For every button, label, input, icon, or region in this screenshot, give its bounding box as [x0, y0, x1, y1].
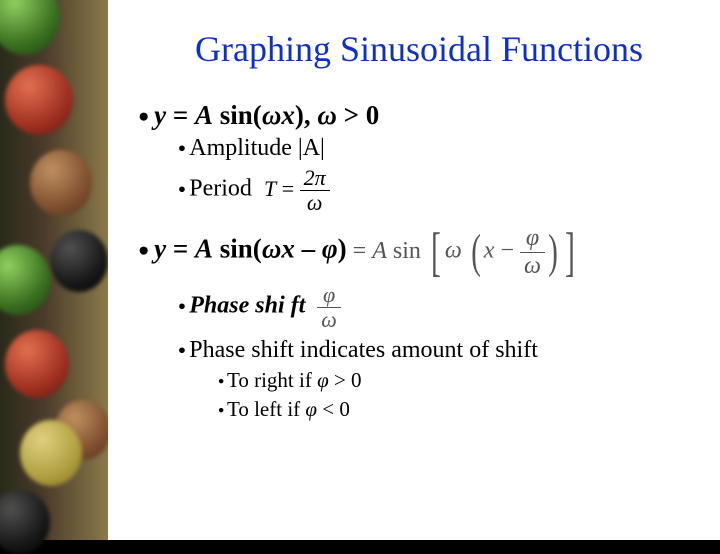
- list-item-lvl2: Amplitude |A|: [178, 135, 700, 162]
- bead: [0, 245, 51, 315]
- equation-text: y = A sin(ωx – φ): [154, 234, 347, 264]
- decorative-abacus-image: [0, 0, 108, 540]
- list-item-lvl1: y = A sin(ωx – φ) = A sin [ω (x − φω)] Ph…: [138, 225, 700, 421]
- bullet-text: To right if φ > 0: [227, 368, 362, 392]
- list-item-lvl2: Period T = 2πω: [178, 166, 700, 215]
- list-item-lvl2: Phase shift indicates amount of shift To …: [178, 337, 700, 422]
- bead: [30, 150, 92, 216]
- bead: [5, 65, 73, 135]
- fraction-numerator: φ: [317, 283, 341, 308]
- sublist: Amplitude |A| Period T = 2πω: [178, 135, 700, 215]
- list-item-lvl3: To right if φ > 0: [218, 368, 700, 393]
- list-item-lvl2: Phase shi ft φω: [178, 283, 700, 332]
- equation-expansion: = A sin [ω (x − φω)]: [347, 238, 579, 264]
- fraction-denominator: ω: [300, 191, 330, 215]
- fraction-numerator: 2π: [300, 166, 330, 191]
- sublist: Phase shi ft φω Phase shift indicates amo…: [178, 283, 700, 421]
- bead: [0, 490, 50, 554]
- bullet-text: Amplitude |A|: [189, 135, 325, 161]
- fraction-denominator: ω: [317, 308, 341, 332]
- fraction: φω: [317, 283, 341, 332]
- list-item-lvl3: To left if φ < 0: [218, 397, 700, 422]
- fraction: 2πω: [300, 166, 330, 215]
- equation-text: y = A sin(ωx), ω > 0: [154, 100, 379, 130]
- bead: [50, 230, 108, 292]
- bullet-text: Period: [189, 176, 252, 202]
- subsublist: To right if φ > 0 To left if φ < 0: [218, 368, 700, 422]
- bullet-text: Phase shift indicates amount of shift: [189, 337, 538, 363]
- bullet-text: Phase shi ft: [189, 293, 305, 319]
- slide-content: Graphing Sinusoidal Functions y = A sin(…: [108, 0, 720, 540]
- bead: [0, 0, 60, 55]
- bead: [5, 330, 69, 398]
- bullet-text: To left if φ < 0: [227, 397, 350, 421]
- bead: [20, 420, 82, 486]
- bullet-list: y = A sin(ωx), ω > 0 Amplitude |A| Period …: [138, 100, 700, 422]
- page-title: Graphing Sinusoidal Functions: [138, 28, 700, 70]
- list-item-lvl1: y = A sin(ωx), ω > 0 Amplitude |A| Period …: [138, 100, 700, 215]
